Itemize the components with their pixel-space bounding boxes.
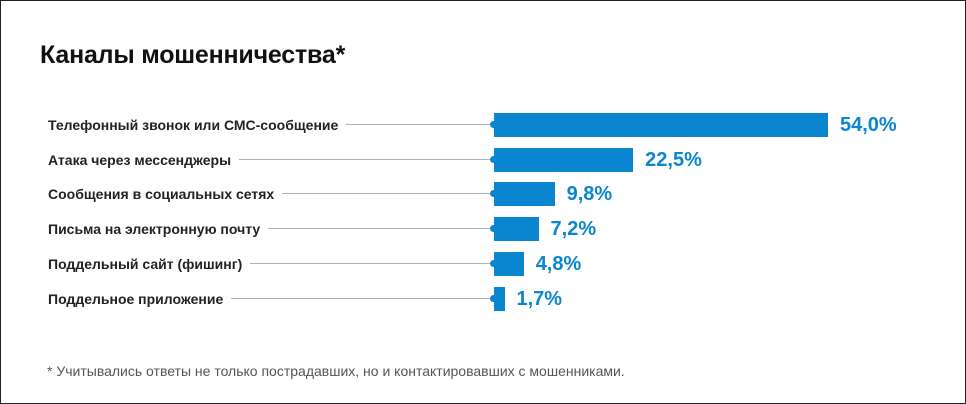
bar <box>494 251 524 276</box>
footnote: * Учитывались ответы не только пострадав… <box>47 363 625 379</box>
bar-row: Письма на электронную почту 7,2% <box>1 212 966 247</box>
bar-row: Телефонный звонок или СМС-сообщение 54,0% <box>1 108 966 142</box>
category-label: Поддельное приложение <box>48 281 232 316</box>
bar-anchor-dot <box>490 294 497 302</box>
category-label: Телефонный звонок или СМС-сообщение <box>48 108 347 142</box>
bar-row: Поддельное приложение 1,7% <box>1 281 966 316</box>
connector-line <box>48 297 494 299</box>
bar-anchor-dot <box>490 155 497 163</box>
value-label: 1,7% <box>516 287 563 310</box>
bar-anchor-dot <box>490 190 497 198</box>
value-label: 9,8% <box>566 183 613 206</box>
bar-anchor-dot <box>490 225 497 233</box>
value-label: 22,5% <box>645 148 702 171</box>
bar <box>494 286 505 311</box>
bar <box>494 217 539 242</box>
value-label: 4,8% <box>535 252 582 275</box>
value-label: 54,0% <box>840 114 897 136</box>
value-label: 7,2% <box>550 218 597 241</box>
bar-anchor-dot <box>490 259 497 267</box>
connector-line <box>48 228 494 230</box>
bar <box>494 182 555 207</box>
category-label: Сообщения в социальных сетях <box>48 177 283 212</box>
bar-anchor-dot <box>490 121 497 128</box>
category-label: Письма на электронную почту <box>48 212 269 247</box>
category-label: Атака через мессенджеры <box>48 142 240 177</box>
bar <box>494 113 828 137</box>
bar-row: Поддельный сайт (фишинг) 4,8% <box>1 246 966 281</box>
bar <box>494 147 634 172</box>
connector-line <box>48 158 494 160</box>
category-label: Поддельный сайт (фишинг) <box>48 246 251 281</box>
chart-title: Каналы мошенничества* <box>40 41 346 69</box>
bar-row: Сообщения в социальных сетях 9,8% <box>1 177 966 212</box>
bar-row: Атака через мессенджеры 22,5% <box>1 142 966 177</box>
connector-line <box>48 262 494 264</box>
